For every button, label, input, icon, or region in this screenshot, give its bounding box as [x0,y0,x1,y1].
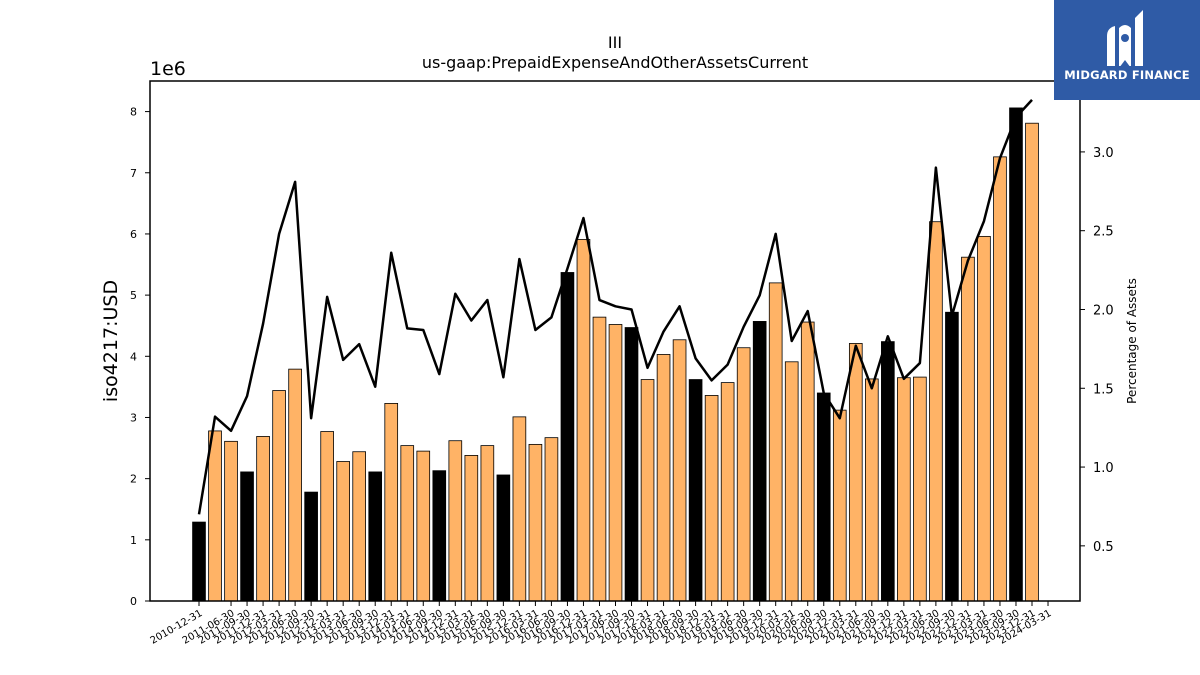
bar-2017-12-31 [640,379,655,602]
bar-2015-06-30 [480,445,495,602]
bar-2011-06-30 [224,440,238,602]
bar-2011-03-31 [208,430,222,602]
bar-2011-12-31 [256,436,270,602]
y2-tick-label: 1.5 [1093,382,1114,397]
bar-2018-12-31 [704,395,719,602]
y-axis-offset-label: 1e6 [150,58,186,80]
bar-2018-06-30 [672,339,687,602]
bar-2023-09-30 [1009,107,1023,602]
y-tick-label: 7 [130,167,137,180]
bar-2014-12-31 [448,440,463,602]
bar-2021-06-30 [865,378,879,602]
bar-2013-12-31 [384,402,399,602]
bar-2010-12-31 [192,521,206,602]
y-tick-label: 0 [130,595,137,608]
bar-2014-06-30 [416,450,431,602]
bar-2015-12-31 [512,416,527,602]
bar-2011-09-30 [240,471,254,602]
bar-2012-06-30 [288,368,302,602]
bar-2016-06-30 [544,437,559,602]
y2-tick-label: 3.0 [1093,146,1114,161]
bar-2023-06-30 [993,156,1007,602]
percentage-of-assets-line [197,99,1033,515]
y-tick-label: 1 [130,534,137,547]
bar-2022-06-30 [929,221,943,602]
bar-2014-09-30 [432,470,447,602]
bar-2019-12-31 [768,282,783,602]
bar-2018-03-31 [656,354,671,602]
bar-2017-06-30 [608,324,623,602]
y2-axis-label: Percentage of Assets [1125,278,1139,404]
ticks-group: 0123456780.51.01.52.02.53.02010-12-31201… [130,106,1114,647]
bar-2017-09-30 [624,327,639,602]
bar-2013-03-31 [336,461,350,602]
bar-2021-09-30 [881,341,895,602]
bar-2013-09-30 [368,471,383,602]
bar-2013-06-30 [352,451,366,602]
y2-tick-label: 1.0 [1093,461,1114,476]
bar-2015-03-31 [464,454,479,602]
y2-tick-label: 0.5 [1093,540,1114,555]
y-axis-label: iso4217:USD [100,280,122,402]
bar-2017-03-31 [592,316,607,602]
chart-subtitle: us-gaap:PrepaidExpenseAndOtherAssetsCurr… [422,53,808,72]
y-tick-label: 8 [130,106,137,119]
bar-2012-03-31 [272,390,286,602]
y2-tick-label: 2.0 [1093,303,1114,318]
bar-2022-09-30 [945,311,959,602]
bar-2022-03-31 [913,376,927,602]
bar-2014-03-31 [400,445,415,602]
bar-2012-09-30 [304,491,318,602]
bar-2020-06-30 [800,321,815,602]
bar-2016-12-31 [576,239,591,602]
y2-tick-label: 2.5 [1093,225,1114,240]
y-tick-label: 3 [130,411,137,424]
bar-2012-12-31 [320,431,334,602]
bar-2020-12-31 [832,409,847,602]
bar-2019-09-30 [752,321,767,602]
logo-text: MIDGARD FINANCE [1064,68,1190,82]
bar-2023-03-31 [977,235,991,602]
bar-2020-09-30 [816,392,831,602]
bar-2020-03-31 [784,361,799,602]
bar-2023-12-31 [1025,122,1039,602]
bar-2022-12-31 [961,256,975,602]
bar-2019-03-31 [720,382,735,602]
line-layer [197,99,1033,515]
y-tick-label: 4 [130,350,137,363]
y-tick-label: 5 [130,289,137,302]
bar-2016-09-30 [560,272,575,602]
bar-2018-09-30 [688,379,703,602]
midgard-logo-icon [1107,10,1143,66]
y-tick-label: 6 [130,228,137,241]
chart-title: III [608,33,622,52]
bar-2016-03-31 [528,443,543,602]
midgard-finance-logo: MIDGARD FINANCE [1054,0,1200,100]
bar-2019-06-30 [736,347,751,602]
bar-2021-03-31 [848,343,863,602]
y-tick-label: 2 [130,473,137,486]
bar-2021-12-31 [897,377,911,602]
bar-2015-09-30 [496,474,511,602]
